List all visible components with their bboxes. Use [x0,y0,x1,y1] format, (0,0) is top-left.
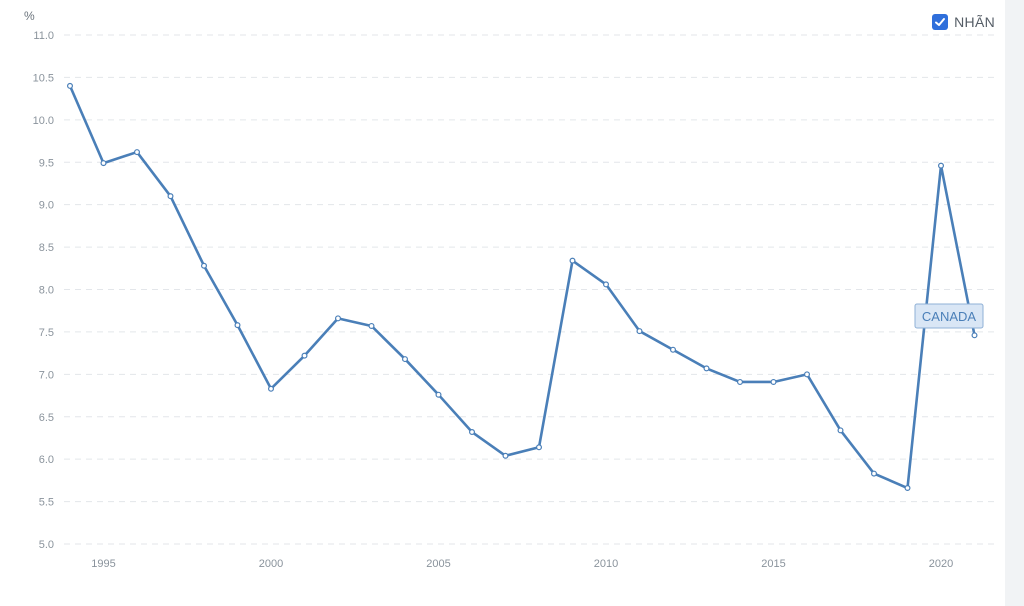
checkbox-checked-icon[interactable] [932,14,949,30]
y-tick-label: 6.0 [39,454,54,466]
data-point[interactable] [469,429,476,436]
y-tick-label: 5.0 [39,539,54,551]
data-point[interactable] [937,162,944,169]
x-axis-ticks: 1995 2000 2005 2010 2015 2020 [91,558,953,570]
data-point[interactable] [971,332,978,339]
data-point[interactable] [134,149,141,156]
data-point[interactable] [602,281,609,288]
data-point[interactable] [736,378,743,385]
grid-lines [64,34,994,545]
data-point[interactable] [535,444,542,451]
data-point[interactable] [268,385,275,392]
x-tick-label: 1995 [91,558,115,570]
y-tick-label: 8.0 [39,285,54,297]
data-point[interactable] [402,356,409,363]
series-flag-label: CANADA [922,309,977,324]
y-axis-ticks: 5.0 5.5 6.0 6.5 7.0 7.5 8.0 8.5 9.0 9.5 10.0 10.5 11… [33,30,54,551]
data-points [66,82,978,492]
data-point[interactable] [669,346,676,353]
y-tick-label: 10.5 [33,72,54,84]
y-tick-label: 6.5 [39,412,54,424]
data-point[interactable] [703,365,710,372]
y-tick-label: 8.5 [39,242,54,254]
x-tick-label: 2020 [929,558,953,570]
data-point[interactable] [66,82,73,89]
y-tick-label: 7.0 [39,369,54,381]
data-point[interactable] [301,352,308,359]
series [68,85,976,490]
series-line[interactable] [68,85,976,490]
y-tick-label: 9.0 [39,200,54,212]
data-point[interactable] [636,328,643,335]
x-tick-label: 2015 [761,558,785,570]
label-toggle[interactable]: NHÃN [932,14,995,30]
data-point[interactable] [100,160,107,167]
data-point[interactable] [201,262,208,269]
data-point[interactable] [435,391,442,398]
data-point[interactable] [167,193,174,200]
scrollbar-track[interactable] [1005,0,1024,606]
data-point[interactable] [837,427,844,434]
data-point[interactable] [770,378,777,385]
y-tick-label: 5.5 [39,497,54,509]
data-point[interactable] [335,315,342,322]
data-point[interactable] [803,371,810,378]
data-point[interactable] [234,322,241,329]
data-point[interactable] [904,485,911,492]
data-point[interactable] [569,257,576,264]
series-flag[interactable]: CANADA [914,303,984,329]
x-tick-label: 2010 [594,558,618,570]
y-tick-label: 10.0 [33,115,54,127]
y-tick-label: 9.5 [39,157,54,169]
y-tick-label: 7.5 [39,327,54,339]
label-toggle-text: NHÃN [954,14,995,30]
series-flag-box[interactable] [914,303,984,329]
y-tick-label: 11.0 [33,30,54,42]
data-point[interactable] [502,452,509,459]
x-tick-label: 2000 [259,558,283,570]
x-tick-label: 2005 [426,558,450,570]
data-point[interactable] [870,470,877,477]
y-axis-unit: % [24,9,35,23]
data-point[interactable] [368,322,375,329]
